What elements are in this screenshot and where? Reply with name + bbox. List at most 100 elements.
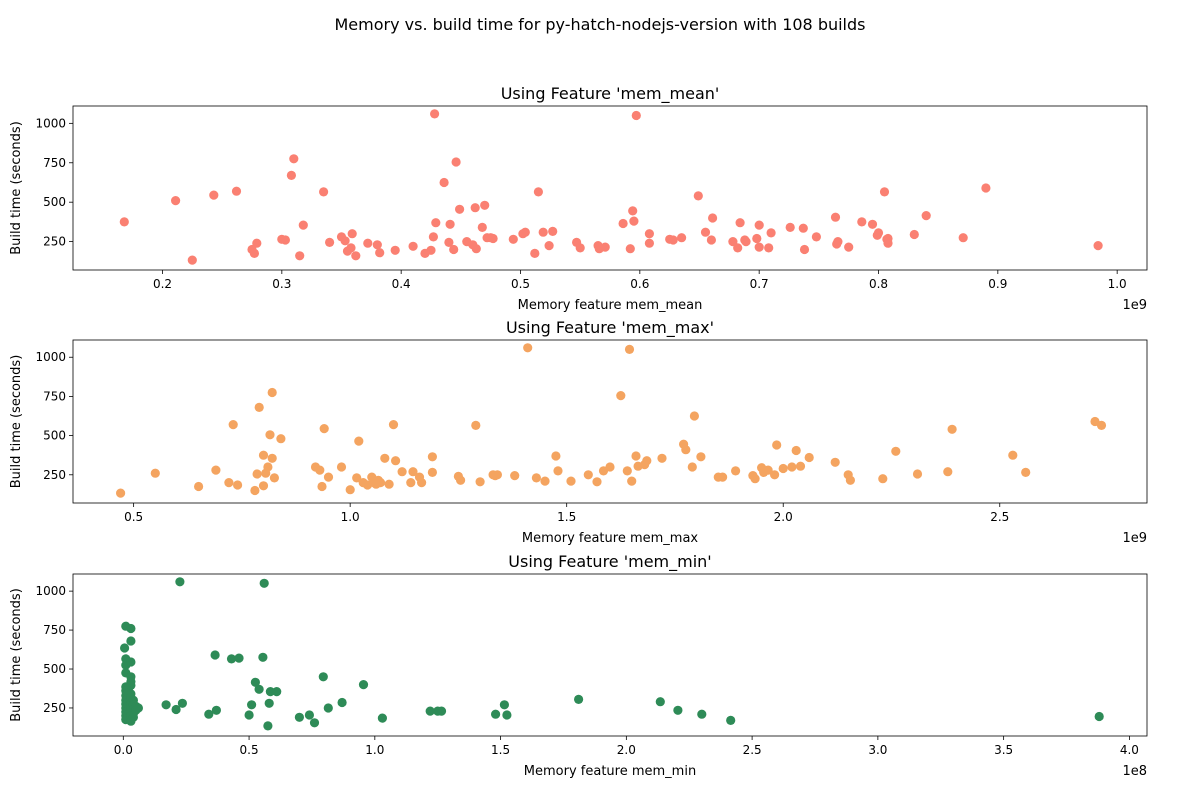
data-point (499, 700, 509, 710)
data-point (642, 456, 652, 466)
data-point (175, 577, 185, 587)
data-point (417, 478, 427, 488)
x-tick-label: 2.5 (990, 510, 1009, 524)
data-point (553, 466, 563, 476)
data-point (628, 206, 638, 216)
data-point (492, 470, 502, 480)
data-point (231, 186, 242, 196)
data-point (430, 109, 440, 119)
data-point (211, 465, 221, 475)
data-point (384, 479, 394, 489)
data-point (605, 462, 615, 472)
data-point (681, 445, 691, 455)
x-tick-label: 1.0 (341, 510, 360, 524)
data-point (210, 650, 220, 660)
data-point (912, 469, 923, 479)
data-point (126, 657, 136, 667)
data-point (718, 472, 728, 482)
data-point (286, 170, 296, 180)
data-point (171, 196, 181, 206)
data-point (696, 452, 706, 462)
data-point (406, 478, 416, 488)
data-point (833, 237, 843, 247)
data-point (530, 248, 540, 258)
y-tick-label: 1000 (35, 350, 66, 364)
data-point (693, 191, 703, 201)
y-axis-label: Build time (seconds) (9, 121, 24, 255)
data-point (538, 227, 548, 237)
y-tick-label: 500 (43, 429, 66, 443)
data-point (873, 228, 884, 238)
figure-suptitle: Memory vs. build time for py-hatch-nodej… (334, 15, 865, 34)
data-point (624, 344, 635, 354)
data-point (428, 232, 438, 242)
data-point (408, 467, 418, 477)
data-point (323, 703, 333, 713)
data-point (947, 424, 957, 434)
data-point (120, 643, 130, 653)
data-point (254, 402, 264, 412)
data-point (254, 684, 264, 694)
y-tick-label: 250 (43, 701, 66, 715)
x-tick-label: 0.0 (114, 743, 133, 757)
data-point (655, 697, 665, 707)
data-point (544, 241, 554, 251)
data-point (377, 713, 387, 723)
data-point (431, 218, 441, 228)
data-point (795, 461, 806, 471)
data-point (883, 233, 893, 244)
data-point (867, 219, 878, 229)
data-point (390, 245, 400, 255)
data-point (258, 481, 269, 491)
data-point (171, 704, 181, 715)
y-tick-label: 750 (43, 389, 66, 403)
data-point (252, 238, 262, 248)
data-point (380, 453, 390, 463)
data-point (909, 229, 919, 240)
data-point (126, 636, 136, 646)
data-point (298, 220, 308, 230)
data-point (304, 710, 314, 720)
data-point (943, 467, 953, 477)
data-point (233, 480, 243, 490)
data-point (766, 228, 776, 238)
data-point (785, 222, 795, 232)
x-tick-label: 2.0 (617, 743, 636, 757)
x-tick-label: 0.2 (153, 277, 172, 291)
data-point (187, 255, 197, 265)
data-point (133, 703, 143, 713)
data-point (351, 251, 361, 261)
data-point (363, 238, 373, 248)
data-point (391, 456, 401, 466)
data-point (540, 476, 550, 486)
data-point (126, 680, 136, 691)
x-offset-label: 1e8 (1122, 764, 1147, 779)
subplot-title: Using Feature 'mem_min' (508, 552, 711, 572)
data-point (1008, 450, 1018, 460)
data-point (194, 481, 204, 492)
data-point (625, 244, 635, 254)
data-point (228, 420, 238, 430)
data-point (844, 242, 854, 252)
data-point (574, 694, 584, 705)
data-point (337, 697, 347, 708)
data-point (444, 237, 454, 247)
data-point (754, 242, 764, 252)
data-point (551, 451, 561, 461)
x-tick-label: 0.8 (869, 277, 888, 291)
data-point (436, 706, 447, 716)
data-point (592, 477, 602, 487)
data-point (269, 473, 279, 483)
data-point (1093, 241, 1103, 251)
data-point (1096, 420, 1107, 430)
data-point (754, 220, 764, 230)
data-point (226, 654, 237, 664)
data-point (508, 234, 518, 244)
data-point (209, 190, 219, 200)
data-point (627, 476, 637, 486)
data-point (752, 233, 762, 244)
data-point (830, 212, 841, 222)
data-point (224, 478, 234, 488)
data-point (958, 233, 968, 243)
